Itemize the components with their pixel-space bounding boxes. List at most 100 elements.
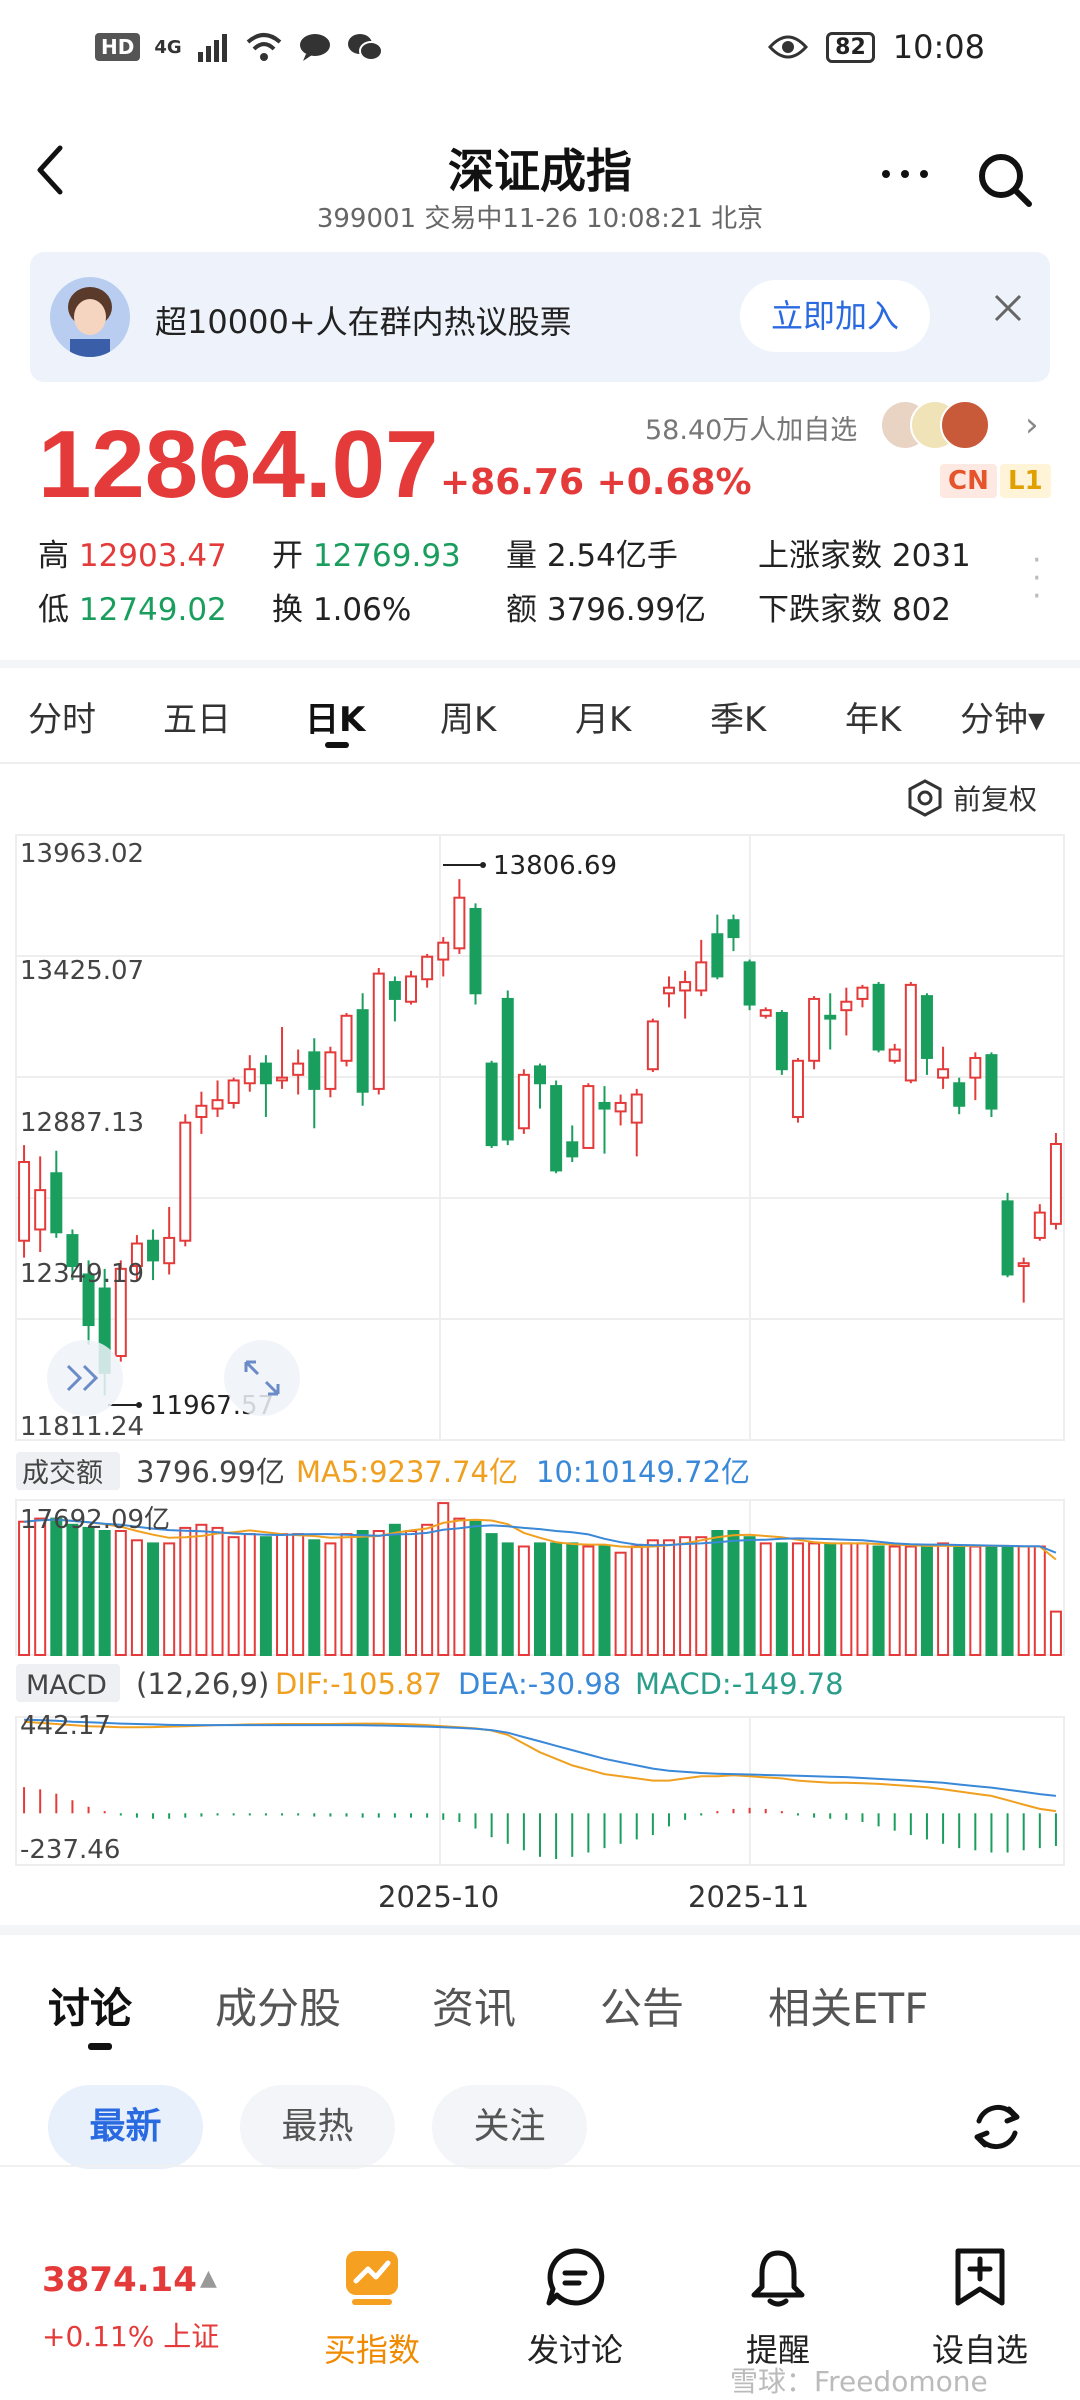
close-icon bbox=[994, 294, 1022, 322]
tab-daily-k[interactable]: 日K bbox=[305, 700, 366, 740]
open-label: 开 bbox=[272, 538, 303, 574]
volume-bar bbox=[953, 1545, 966, 1656]
candle-body bbox=[920, 995, 933, 1059]
candle-body bbox=[872, 983, 885, 1051]
volume-bar bbox=[437, 1502, 450, 1656]
expand-icon bbox=[244, 1360, 280, 1396]
macd-dif: DIF:-105.87 bbox=[275, 1667, 442, 1701]
active-tab-indicator bbox=[88, 2043, 112, 2050]
filter-latest[interactable]: 最新 bbox=[48, 2085, 203, 2169]
page-subtitle: 399001 交易中11-26 10:08:21 北京 bbox=[316, 204, 764, 234]
tab-five-day[interactable]: 五日 bbox=[163, 700, 231, 740]
candle-body bbox=[1049, 1143, 1062, 1225]
candle-body bbox=[259, 1062, 272, 1085]
volume-bar bbox=[195, 1523, 208, 1657]
volume-bar bbox=[18, 1520, 31, 1656]
up-count-label: 上涨家数 bbox=[758, 538, 882, 574]
candle-body bbox=[517, 1073, 530, 1130]
post-discussion-button[interactable]: 发讨论 bbox=[495, 2245, 655, 2371]
watcher-avatars[interactable] bbox=[880, 400, 1010, 450]
more-vertical-icon[interactable]: · · · bbox=[1032, 543, 1042, 614]
refresh-button[interactable] bbox=[965, 2095, 1029, 2159]
filter-hottest[interactable]: 最热 bbox=[240, 2085, 395, 2169]
page-title: 深证成指 bbox=[448, 144, 632, 198]
tab-quarterly-k[interactable]: 季K bbox=[710, 700, 767, 740]
volume-bar bbox=[904, 1545, 917, 1656]
join-button[interactable]: 立即加入 bbox=[740, 280, 930, 352]
battery-icon: 82 bbox=[826, 31, 875, 63]
min-marker-dot bbox=[136, 1402, 142, 1408]
macd-series bbox=[23, 1718, 1057, 1860]
tab-minute[interactable]: 分钟▾ bbox=[960, 700, 1046, 740]
double-chevron-right-icon bbox=[66, 1364, 99, 1392]
tab-intraday[interactable]: 分时 bbox=[28, 700, 96, 740]
more-button[interactable] bbox=[880, 148, 930, 194]
tab-news[interactable]: 资讯 bbox=[432, 1984, 517, 2033]
status-bar: HD 4G 82 10:08 bbox=[0, 0, 1080, 110]
candle-body bbox=[1033, 1211, 1046, 1239]
watchers-count[interactable]: 58.40万人加自选 bbox=[645, 415, 858, 446]
tab-yearly-k[interactable]: 年K bbox=[845, 700, 902, 740]
candle-body bbox=[356, 1009, 369, 1093]
add-watchlist-button[interactable]: 设自选 bbox=[900, 2245, 1060, 2371]
signal-icon bbox=[197, 34, 227, 62]
macd-dea: DEA:-30.98 bbox=[458, 1667, 621, 1701]
close-banner-button[interactable] bbox=[990, 290, 1026, 336]
volume-bar bbox=[743, 1536, 756, 1656]
search-button[interactable] bbox=[975, 150, 1035, 210]
buy-index-button[interactable]: 买指数 bbox=[292, 2245, 452, 2371]
volume-bar bbox=[82, 1526, 95, 1657]
adjust-mode-toggle[interactable]: 前复权 bbox=[905, 778, 1037, 818]
more-dots-icon bbox=[882, 170, 928, 178]
header: 深证成指 399001 交易中11-26 10:08:21 北京 bbox=[0, 120, 1080, 240]
candle-body bbox=[179, 1121, 192, 1242]
volume-bar bbox=[550, 1542, 563, 1657]
volume-bar bbox=[485, 1533, 498, 1656]
tab-related-etf[interactable]: 相关ETF bbox=[768, 1984, 929, 2033]
chevron-right-icon[interactable]: › bbox=[1025, 405, 1039, 445]
tab-monthly-k[interactable]: 月K bbox=[575, 700, 632, 740]
candle-body bbox=[937, 1068, 950, 1079]
fullscreen-button[interactable] bbox=[224, 1340, 300, 1416]
volume-bar bbox=[340, 1533, 353, 1656]
tab-discussion[interactable]: 讨论 bbox=[48, 1984, 133, 2033]
post-discussion-label: 发讨论 bbox=[526, 2331, 623, 2369]
candle-body bbox=[18, 1160, 31, 1242]
tab-announcements[interactable]: 公告 bbox=[600, 1984, 685, 2033]
reminder-button[interactable]: 提醒 bbox=[698, 2245, 858, 2371]
candle-body bbox=[953, 1082, 966, 1107]
down-count-value: 802 bbox=[891, 592, 952, 628]
candle-body bbox=[598, 1101, 611, 1110]
hd-badge: HD bbox=[95, 33, 141, 61]
quote-stats: 高 12903.47 低 12749.02 开 12769.93 换 1.06%… bbox=[38, 530, 1038, 640]
back-button[interactable] bbox=[30, 140, 80, 200]
candle-body bbox=[50, 1172, 63, 1234]
x-axis-label: 2025-10 bbox=[378, 1880, 499, 1914]
add-watchlist-label: 设自选 bbox=[931, 2331, 1028, 2369]
kline-chart[interactable]: 13963.02 13425.07 12887.13 12349.19 1181… bbox=[0, 820, 1080, 1940]
volume-bar bbox=[147, 1542, 160, 1657]
high-label: 高 bbox=[38, 538, 69, 574]
volume-bar bbox=[405, 1530, 418, 1656]
wechat-icon bbox=[347, 34, 383, 61]
candle-body bbox=[969, 1056, 982, 1079]
expand-left-button[interactable] bbox=[47, 1340, 123, 1416]
chat-bubble-icon bbox=[546, 2248, 605, 2306]
tab-constituents[interactable]: 成分股 bbox=[215, 1984, 342, 2033]
network-icon: 4G bbox=[154, 36, 182, 58]
volume-ma10-line bbox=[24, 1518, 1057, 1554]
volume-bar bbox=[324, 1542, 337, 1657]
candle-body bbox=[614, 1101, 627, 1113]
section-divider bbox=[0, 660, 1080, 668]
candle-body bbox=[163, 1236, 176, 1265]
filter-following[interactable]: 关注 bbox=[432, 2085, 587, 2169]
candle-body bbox=[824, 1014, 837, 1020]
reminder-label: 提醒 bbox=[745, 2331, 810, 2369]
candle-body bbox=[630, 1093, 643, 1124]
candle-body bbox=[308, 1051, 321, 1090]
buy-index-label: 买指数 bbox=[323, 2331, 420, 2369]
volume-bar bbox=[501, 1542, 514, 1657]
tab-weekly-k[interactable]: 周K bbox=[440, 700, 497, 740]
volume-bar bbox=[179, 1526, 192, 1657]
volume-bar bbox=[630, 1545, 643, 1656]
